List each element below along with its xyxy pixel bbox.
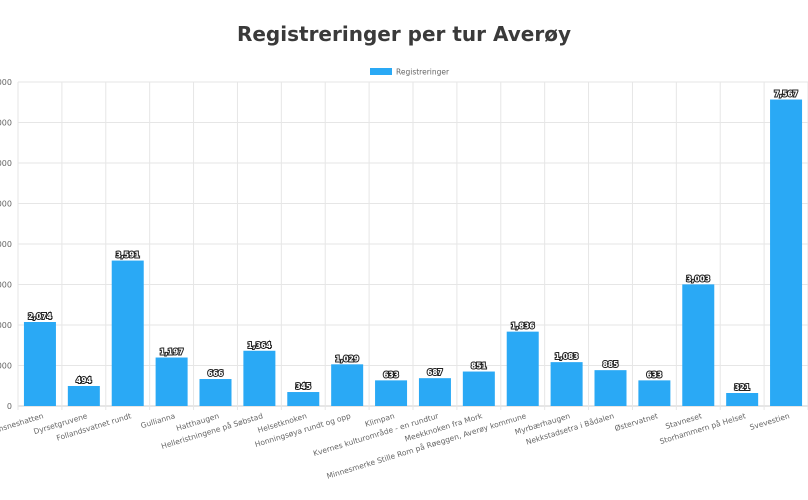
- y-tick-label: 0: [7, 402, 12, 411]
- data-label: 1,197: [160, 348, 184, 357]
- data-labels: 2,074 494 3,591 1,197 666 1,364 345 1,029 633 687…: [27, 89, 799, 393]
- data-label: 3,591: [116, 251, 140, 260]
- bar: [243, 350, 276, 406]
- y-tick-label: 000: [0, 281, 12, 290]
- bar: [550, 362, 583, 406]
- bar: [462, 371, 495, 406]
- y-tick-label: 000: [0, 321, 12, 330]
- bar: [375, 380, 408, 406]
- data-label: 633: [383, 370, 399, 379]
- bar: [506, 331, 539, 406]
- bar: [638, 380, 671, 406]
- data-label: 494: [76, 376, 92, 385]
- y-tick-label: 000: [0, 200, 12, 209]
- bar: [111, 260, 144, 406]
- bar: [418, 378, 451, 406]
- legend[interactable]: Registreringer: [370, 68, 450, 77]
- bar: [682, 284, 715, 406]
- data-label: 1,364: [248, 341, 272, 350]
- data-label: 1,083: [555, 352, 579, 361]
- bar: [331, 364, 364, 406]
- data-label: 3,003: [686, 274, 710, 283]
- bar: [199, 379, 232, 406]
- data-label: 851: [471, 362, 487, 371]
- x-category-label: Follandsvatnet rundt: [55, 411, 132, 442]
- data-label: 7,567: [774, 90, 798, 99]
- y-tick-label: 000: [0, 159, 12, 168]
- y-tick-label: 000: [0, 119, 12, 128]
- data-label: 687: [427, 368, 443, 377]
- y-axis-ticks: 0000000000000000000000000: [0, 78, 12, 411]
- data-label: 2,074: [28, 312, 52, 321]
- y-tick-label: 000: [0, 362, 12, 371]
- x-category-label: Gullianna: [140, 411, 177, 430]
- bar: [287, 392, 320, 406]
- data-label: 633: [647, 370, 663, 379]
- data-label: 1,836: [511, 322, 535, 331]
- bar: [67, 385, 100, 406]
- bar: [770, 99, 803, 406]
- bar: [594, 370, 627, 406]
- data-label: 1,029: [335, 354, 359, 363]
- data-label: 666: [208, 369, 224, 378]
- data-label: 321: [734, 383, 750, 392]
- chart-title: Registreringer per tur Averøy: [236, 22, 572, 46]
- legend-swatch: [370, 68, 392, 75]
- data-label: 885: [603, 360, 619, 369]
- x-category-label: Svevestien: [749, 411, 791, 432]
- gridlines: [17, 81, 808, 410]
- bar: [726, 392, 759, 406]
- x-category-label: Østervatnet: [614, 411, 659, 433]
- data-label: 345: [295, 382, 311, 391]
- y-tick-label: 000: [0, 240, 12, 249]
- bars: [23, 99, 803, 406]
- y-tick-label: 000: [0, 78, 12, 87]
- x-axis-categories: BremsneshattenDyrsetgruveneFollandsvatne…: [0, 411, 791, 481]
- bar: [155, 357, 188, 406]
- legend-label: Registreringer: [396, 68, 450, 77]
- bar: [23, 322, 56, 406]
